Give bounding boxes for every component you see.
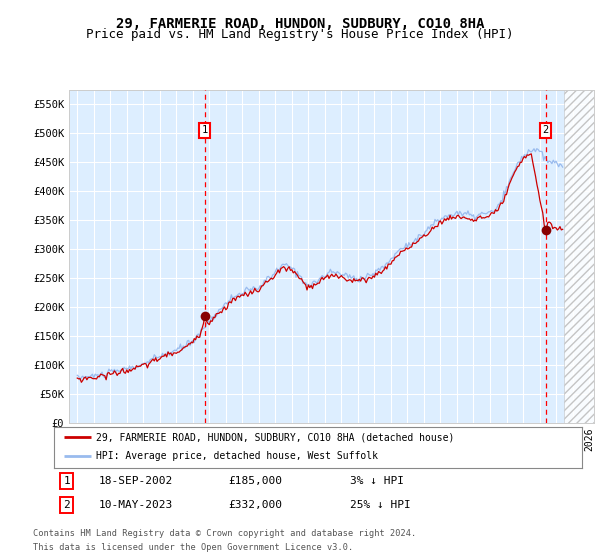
Text: 1: 1 xyxy=(202,125,208,135)
Text: 29, FARMERIE ROAD, HUNDON, SUDBURY, CO10 8HA (detached house): 29, FARMERIE ROAD, HUNDON, SUDBURY, CO10… xyxy=(96,432,455,442)
Text: £185,000: £185,000 xyxy=(228,476,282,486)
Text: 10-MAY-2023: 10-MAY-2023 xyxy=(99,500,173,510)
Text: 1: 1 xyxy=(63,476,70,486)
Text: HPI: Average price, detached house, West Suffolk: HPI: Average price, detached house, West… xyxy=(96,451,378,461)
Text: £332,000: £332,000 xyxy=(228,500,282,510)
Text: This data is licensed under the Open Government Licence v3.0.: This data is licensed under the Open Gov… xyxy=(33,543,353,552)
Text: Contains HM Land Registry data © Crown copyright and database right 2024.: Contains HM Land Registry data © Crown c… xyxy=(33,529,416,538)
Text: 2: 2 xyxy=(542,125,549,135)
Text: 18-SEP-2002: 18-SEP-2002 xyxy=(99,476,173,486)
Text: 29, FARMERIE ROAD, HUNDON, SUDBURY, CO10 8HA: 29, FARMERIE ROAD, HUNDON, SUDBURY, CO10… xyxy=(116,16,484,30)
Text: 2: 2 xyxy=(63,500,70,510)
Text: 25% ↓ HPI: 25% ↓ HPI xyxy=(350,500,410,510)
Text: 3% ↓ HPI: 3% ↓ HPI xyxy=(350,476,404,486)
Text: Price paid vs. HM Land Registry's House Price Index (HPI): Price paid vs. HM Land Registry's House … xyxy=(86,28,514,41)
